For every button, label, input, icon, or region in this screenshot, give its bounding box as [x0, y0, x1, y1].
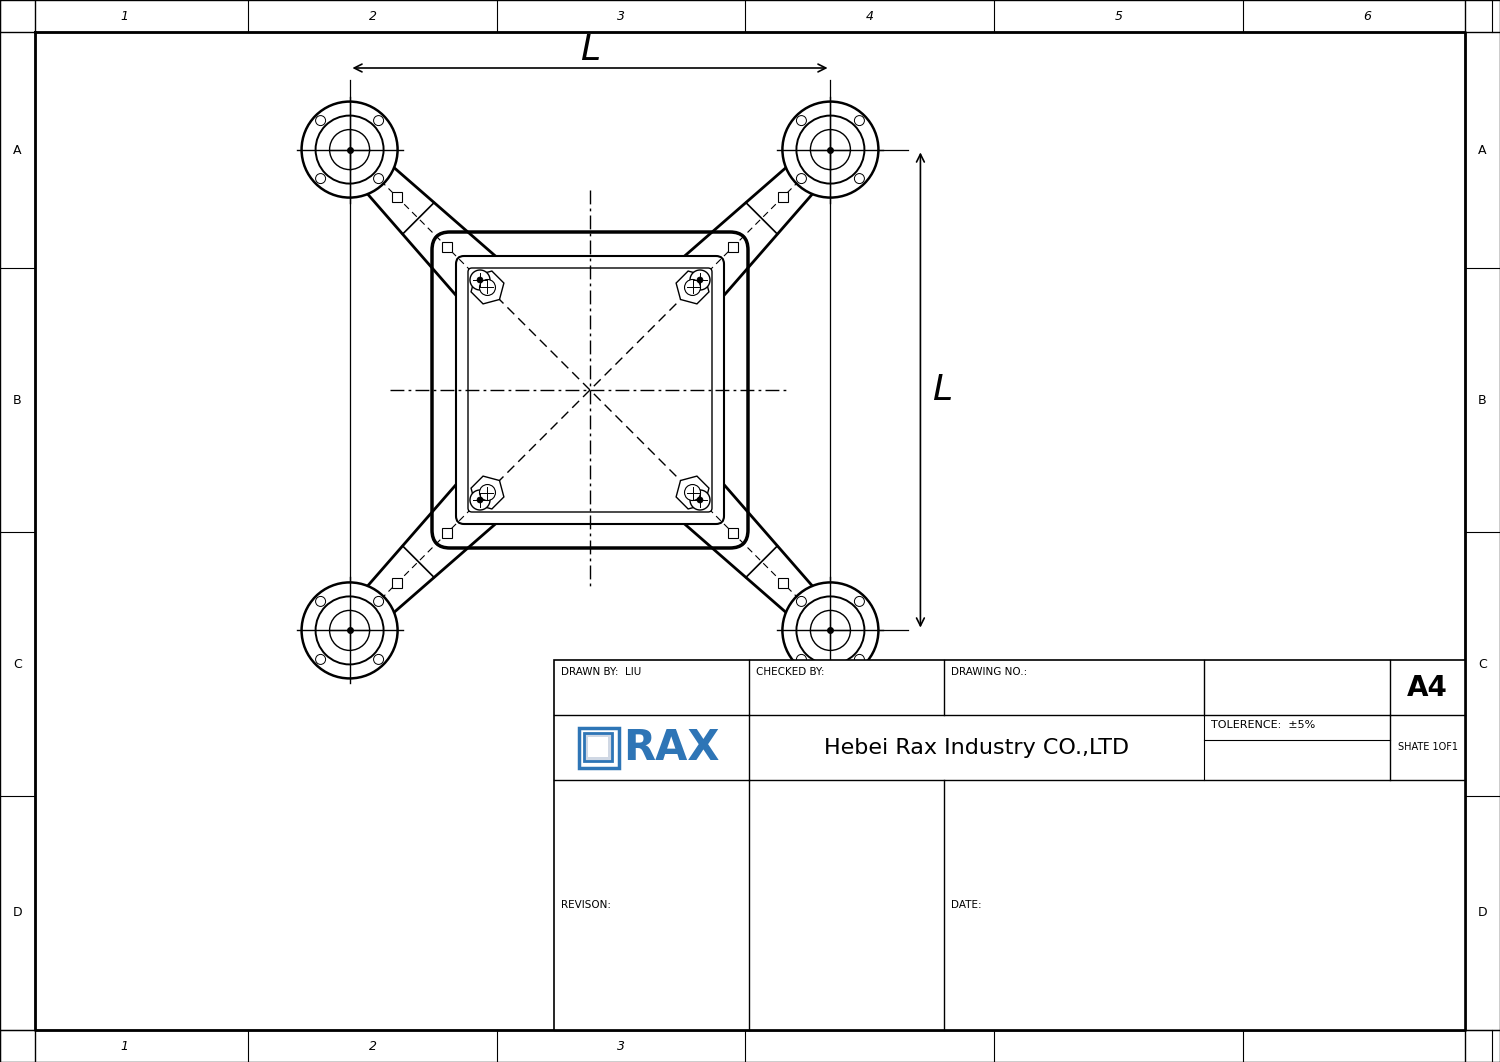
FancyBboxPatch shape	[456, 256, 724, 524]
Text: REVISON:: REVISON:	[561, 900, 610, 910]
Circle shape	[480, 484, 495, 500]
Circle shape	[855, 654, 864, 665]
Circle shape	[690, 270, 709, 290]
Circle shape	[315, 597, 326, 606]
Circle shape	[315, 597, 384, 665]
Circle shape	[330, 611, 369, 650]
Text: SHATE 1OF1: SHATE 1OF1	[1398, 742, 1458, 753]
Circle shape	[698, 497, 703, 503]
Circle shape	[796, 173, 807, 184]
Text: 3: 3	[616, 10, 626, 22]
Circle shape	[810, 611, 850, 650]
Circle shape	[783, 582, 879, 679]
Text: B: B	[13, 394, 22, 407]
Circle shape	[855, 597, 864, 606]
Text: 3: 3	[616, 1040, 626, 1052]
Circle shape	[314, 149, 350, 185]
Text: 1: 1	[120, 1040, 128, 1052]
Circle shape	[796, 116, 864, 184]
Circle shape	[374, 173, 384, 184]
Text: 4: 4	[865, 10, 873, 22]
Circle shape	[698, 277, 703, 282]
Text: CHECKED BY:: CHECKED BY:	[756, 667, 825, 676]
Text: DRAWING NO.:: DRAWING NO.:	[951, 667, 1028, 676]
Text: C: C	[13, 657, 22, 670]
Circle shape	[303, 132, 339, 168]
Circle shape	[690, 490, 709, 510]
Bar	[588, 737, 608, 756]
Text: A: A	[1478, 143, 1486, 156]
Circle shape	[855, 116, 864, 125]
Text: D: D	[12, 907, 22, 920]
Circle shape	[796, 597, 807, 606]
Circle shape	[810, 130, 850, 170]
Circle shape	[360, 613, 396, 649]
Circle shape	[684, 484, 700, 500]
Circle shape	[374, 116, 384, 125]
Text: DATE:: DATE:	[951, 900, 981, 910]
Circle shape	[332, 160, 368, 196]
Circle shape	[302, 582, 398, 679]
Text: 6: 6	[1364, 10, 1371, 22]
Text: 1: 1	[120, 10, 128, 22]
Circle shape	[783, 102, 879, 198]
Text: TOLERENCE:  ±5%: TOLERENCE: ±5%	[1210, 720, 1316, 730]
Bar	[579, 727, 620, 768]
Circle shape	[374, 597, 384, 606]
Circle shape	[470, 490, 490, 510]
Circle shape	[796, 597, 864, 665]
Text: A: A	[13, 143, 21, 156]
Circle shape	[315, 116, 326, 125]
Circle shape	[477, 497, 483, 503]
Circle shape	[477, 277, 483, 282]
Text: L: L	[933, 373, 952, 407]
Circle shape	[796, 654, 807, 665]
Circle shape	[480, 279, 495, 295]
Text: Hebei Rax Industry CO.,LTD: Hebei Rax Industry CO.,LTD	[824, 737, 1130, 757]
Circle shape	[855, 173, 864, 184]
Circle shape	[330, 130, 369, 170]
Text: 2: 2	[369, 10, 376, 22]
Text: 5: 5	[1114, 10, 1122, 22]
Circle shape	[332, 583, 368, 619]
Circle shape	[302, 102, 398, 198]
Circle shape	[315, 654, 326, 665]
Text: RAX: RAX	[622, 726, 720, 769]
Text: DRAWN BY:  LIU: DRAWN BY: LIU	[561, 667, 642, 676]
FancyBboxPatch shape	[468, 268, 712, 512]
Text: C: C	[1478, 657, 1486, 670]
Text: A4: A4	[1407, 674, 1448, 702]
Bar	[584, 733, 612, 760]
Circle shape	[315, 173, 326, 184]
Text: B: B	[1478, 394, 1486, 407]
Circle shape	[470, 270, 490, 290]
Circle shape	[684, 279, 700, 295]
Circle shape	[374, 654, 384, 665]
Text: D: D	[1478, 907, 1488, 920]
Text: 2: 2	[369, 1040, 376, 1052]
Circle shape	[315, 116, 384, 184]
Text: L: L	[580, 33, 600, 67]
Circle shape	[796, 116, 807, 125]
FancyBboxPatch shape	[432, 232, 748, 548]
Bar	[554, 660, 1466, 1030]
